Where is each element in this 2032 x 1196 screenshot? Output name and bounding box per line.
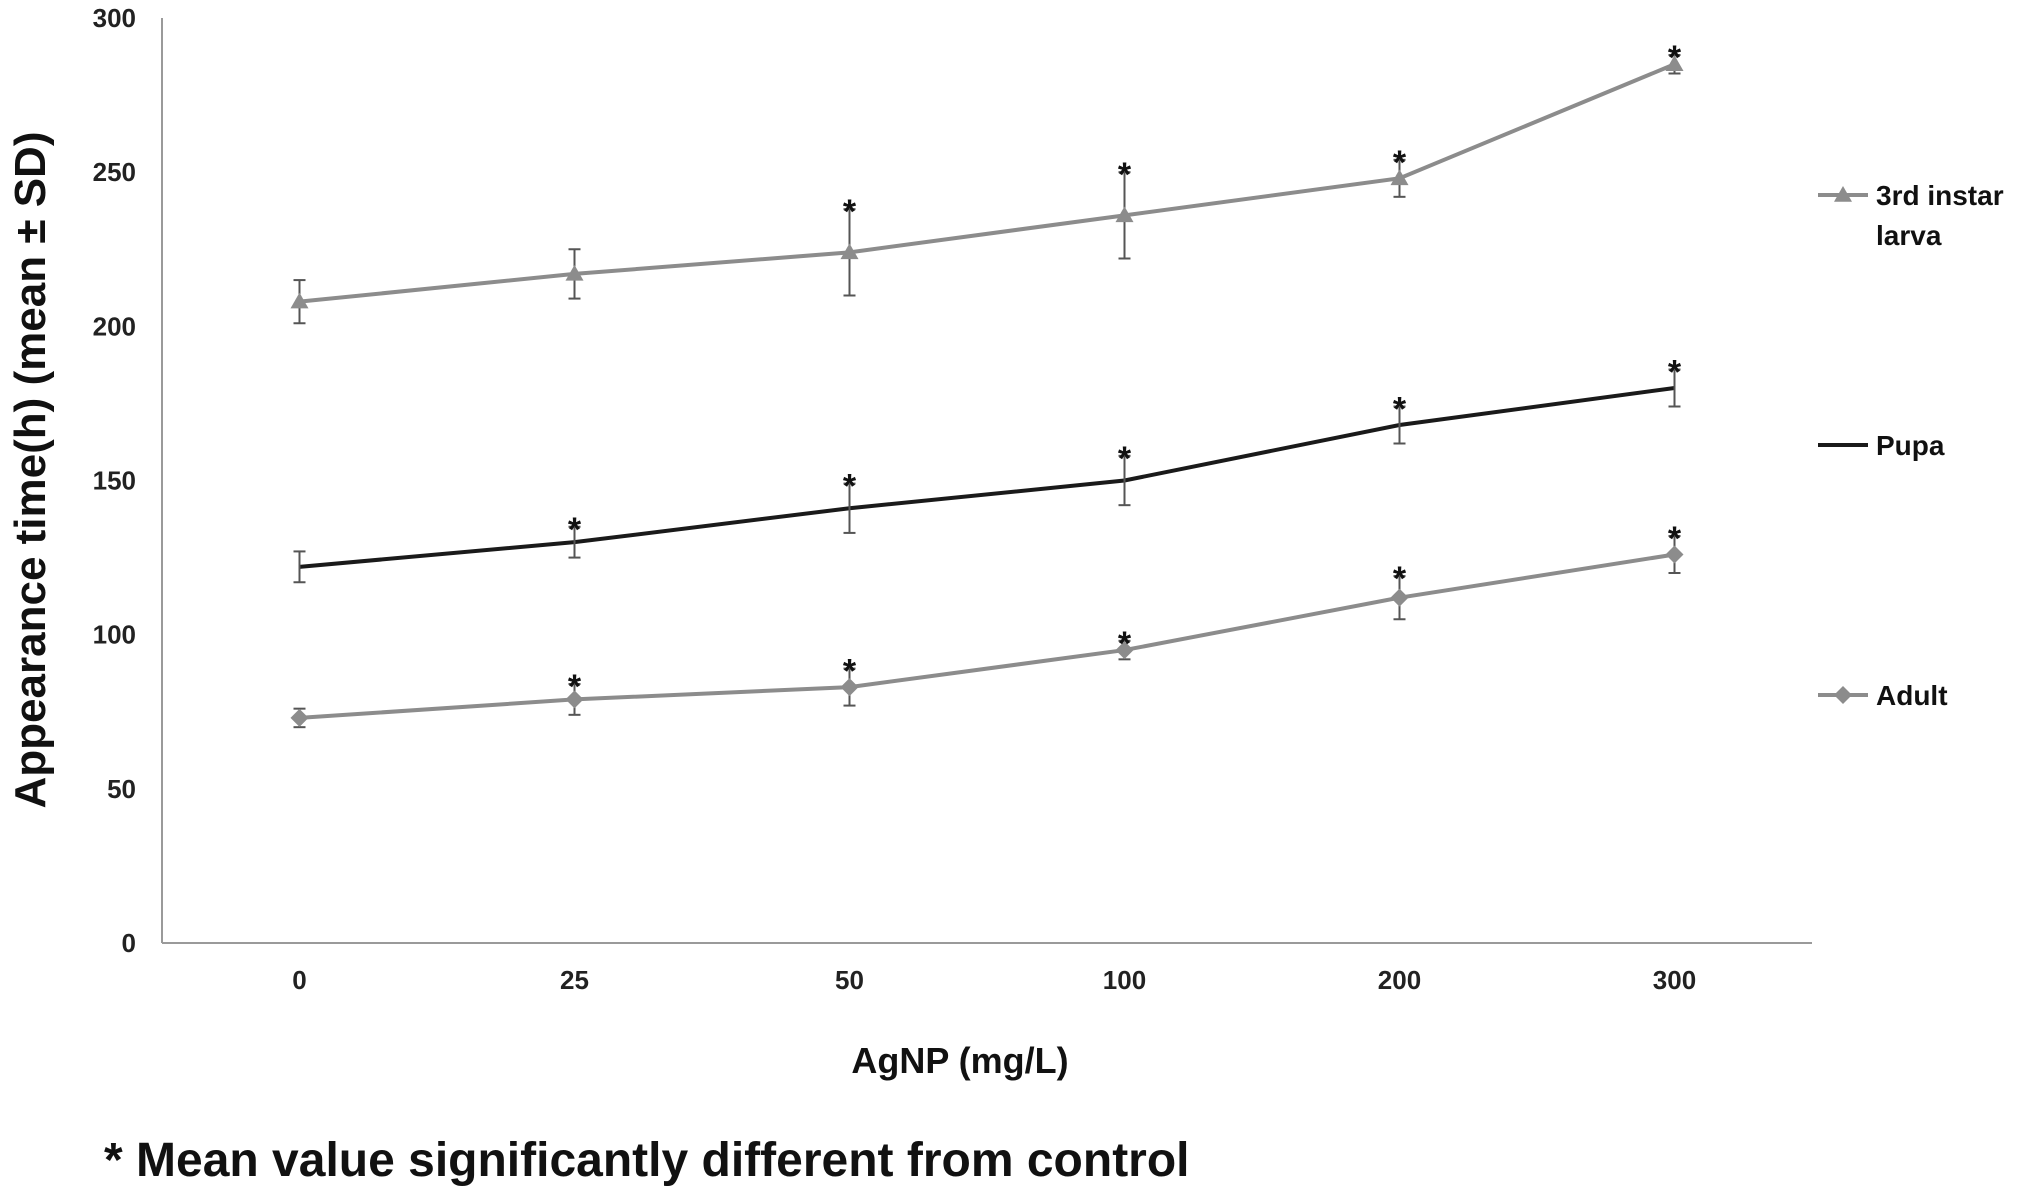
triangle-marker — [290, 292, 309, 309]
y-tick-label: 250 — [93, 157, 136, 187]
y-axis-title: Appearance time(h) (mean ± SD) — [6, 132, 55, 809]
significance-marker: * — [1393, 391, 1407, 429]
diamond-marker — [1115, 641, 1134, 660]
significance-marker: * — [568, 668, 582, 706]
chart-tick-labels: 0 50 100 150 200 250 300 0 25 50 100 200 300 — [93, 3, 1697, 995]
significance-marker: * — [1393, 560, 1407, 598]
significance-marker: * — [1118, 440, 1132, 478]
diamond-marker — [1834, 686, 1852, 704]
significance-marker: * — [1118, 156, 1132, 194]
diamond-marker — [290, 708, 309, 727]
significance-marker: * — [1668, 520, 1682, 558]
significance-marker: * — [1668, 39, 1682, 77]
series-line — [299, 552, 1675, 720]
triangle-marker — [1390, 169, 1409, 186]
legend-item: 3rd instar larva — [1818, 180, 2004, 251]
significance-marker: * — [568, 511, 582, 549]
x-tick-label: 300 — [1653, 965, 1696, 995]
significance-marker: * — [843, 193, 857, 231]
y-tick-label: 200 — [93, 311, 136, 341]
diamond-marker — [1390, 588, 1409, 607]
triangle-marker — [840, 243, 859, 260]
legend-label: 3rd instar larva — [1876, 180, 2004, 251]
chart-series: * * * * * * * * * * * * * * — [290, 39, 1684, 729]
chart-axes — [161, 18, 1812, 944]
chart-legend: 3rd instar larva Pupa Adult — [1818, 180, 2004, 711]
series-line — [299, 62, 1676, 304]
x-tick-label: 0 — [292, 965, 306, 995]
series-line — [299, 386, 1675, 569]
y-tick-label: 0 — [122, 928, 136, 958]
y-tick-label: 100 — [93, 620, 136, 650]
significance-marker: * — [1118, 625, 1132, 663]
diamond-marker — [1665, 545, 1684, 564]
x-tick-label: 25 — [560, 965, 589, 995]
y-tick-label: 50 — [107, 774, 136, 804]
y-tick-label: 300 — [93, 3, 136, 33]
legend-item: Adult — [1818, 680, 1948, 711]
significance-marker: * — [1393, 144, 1407, 182]
significance-marker: * — [843, 653, 857, 691]
series-adult: * * * * * — [290, 520, 1684, 729]
triangle-marker — [565, 264, 584, 281]
series-pupa: * * * * * — [293, 354, 1682, 584]
triangle-marker — [1665, 55, 1684, 71]
x-tick-label: 50 — [835, 965, 864, 995]
x-axis-title: AgNP (mg/L) — [851, 1040, 1068, 1081]
significance-marker: * — [843, 468, 857, 506]
diamond-marker — [565, 690, 584, 709]
triangle-marker — [1115, 206, 1134, 223]
legend-label: Pupa — [1876, 430, 1945, 461]
series-3rd-instar-larva: * * * * — [290, 39, 1684, 325]
diamond-marker — [840, 678, 859, 697]
x-tick-label: 200 — [1378, 965, 1421, 995]
legend-item: Pupa — [1818, 430, 1945, 461]
legend-label: Adult — [1876, 680, 1948, 711]
footnote: * Mean value significantly different fro… — [104, 1134, 1190, 1187]
triangle-marker — [1834, 186, 1852, 202]
significance-marker: * — [1668, 354, 1682, 392]
x-tick-label: 100 — [1103, 965, 1146, 995]
y-tick-label: 150 — [93, 466, 136, 496]
